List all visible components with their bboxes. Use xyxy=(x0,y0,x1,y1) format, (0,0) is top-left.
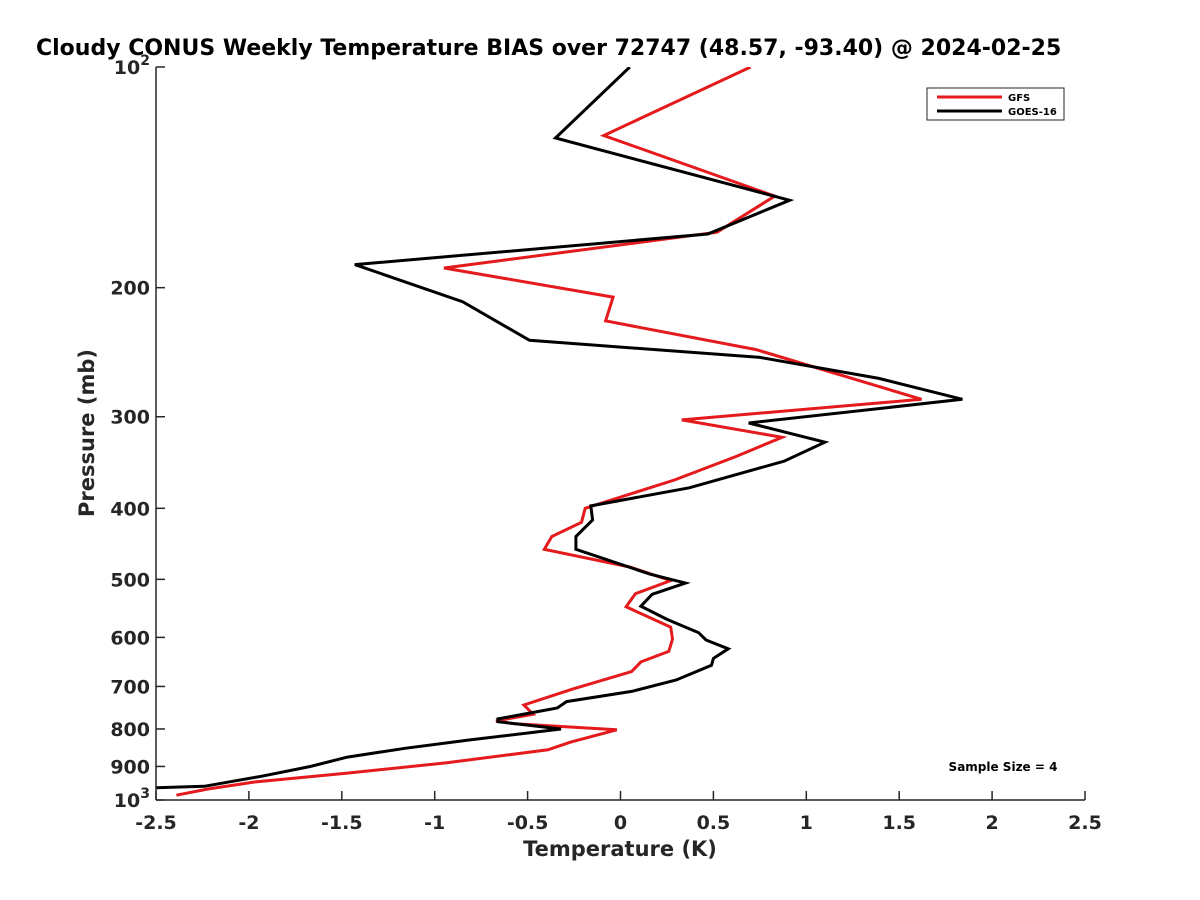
x-tick-label: 0.5 xyxy=(697,812,731,834)
legend: GFS GOES-16 xyxy=(926,87,1065,121)
y-tick-label: 800 xyxy=(110,719,150,741)
x-tick-label: -2 xyxy=(238,812,259,834)
y-tick-label: 300 xyxy=(110,407,150,429)
series-line-gfs xyxy=(176,67,922,797)
plot-area: -2.5 -2 -1.5 -1 -0.5 0 0.5 1 1.5 2 2.5 102 200 300 400… xyxy=(110,53,1102,834)
sample-size-annotation: Sample Size = 4 xyxy=(949,760,1058,774)
x-tick-label: 1.5 xyxy=(882,812,916,834)
y-tick-label: 400 xyxy=(110,498,150,520)
x-tick-label: -2.5 xyxy=(135,812,177,834)
legend-box xyxy=(926,87,1065,121)
x-tick-label: -1 xyxy=(424,812,445,834)
series-line-goes16 xyxy=(156,67,963,790)
y-tick-label: 500 xyxy=(110,569,150,591)
chart-title: Cloudy CONUS Weekly Temperature BIAS ove… xyxy=(36,36,1061,61)
x-tick-label: 1 xyxy=(800,812,813,834)
x-tick-label: 0 xyxy=(614,812,627,834)
y-tick-label: 102 xyxy=(114,53,150,79)
x-axis-label: Temperature (K) xyxy=(523,837,717,861)
legend-gfs-label: GFS xyxy=(1008,93,1030,104)
y-tick-label: 103 xyxy=(114,786,150,812)
legend-goes16-label: GOES-16 xyxy=(1008,107,1057,118)
y-tick-label: 600 xyxy=(110,627,150,649)
series-layer xyxy=(156,67,963,797)
x-tick-label: -0.5 xyxy=(507,812,549,834)
x-tick-label: 2 xyxy=(985,812,998,834)
y-tick-label: 900 xyxy=(110,756,150,778)
y-tick-label: 200 xyxy=(110,278,150,300)
y-tick-label: 700 xyxy=(110,676,150,698)
x-tick-label: -1.5 xyxy=(321,812,363,834)
y-axis-label: Pressure (mb) xyxy=(75,349,99,517)
axes-layer: -2.5 -2 -1.5 -1 -0.5 0 0.5 1 1.5 2 2.5 102 200 300 400… xyxy=(110,53,1102,834)
x-tick-label: 2.5 xyxy=(1068,812,1102,834)
